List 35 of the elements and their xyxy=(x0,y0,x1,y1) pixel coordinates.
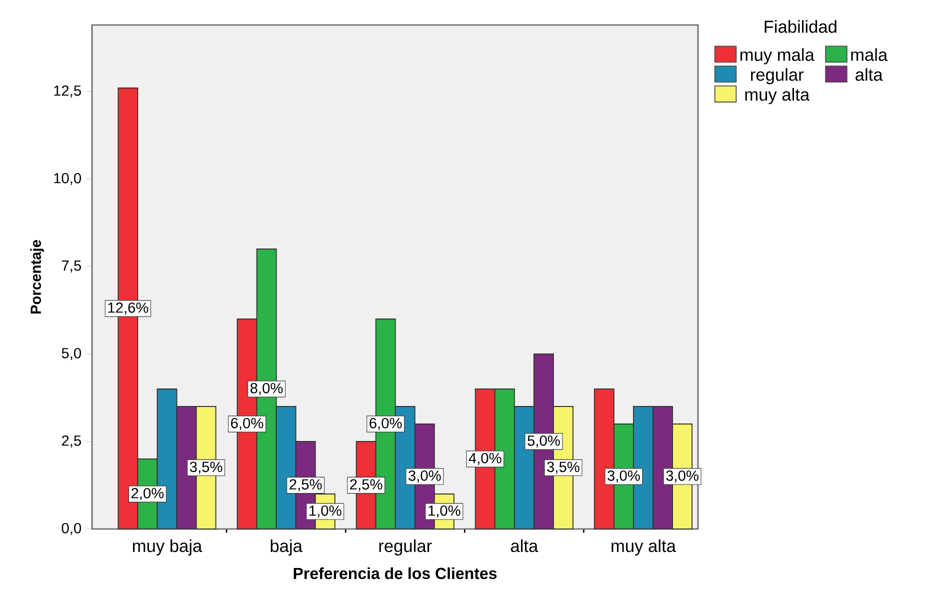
data-label: 5,0% xyxy=(528,435,560,448)
data-label: 8,0% xyxy=(250,382,283,396)
legend-label: mala xyxy=(851,48,888,61)
y-tick-label: 2,5 xyxy=(62,435,81,448)
data-label: 6,0% xyxy=(370,418,402,430)
data-label: 12,6% xyxy=(108,302,148,315)
data-label: 6,0% xyxy=(231,418,264,430)
x-tick-label: regular xyxy=(379,539,432,556)
data-label: 2,5% xyxy=(350,479,382,492)
data-label: 3,0% xyxy=(608,470,640,483)
data-label: 3,0% xyxy=(408,470,441,483)
y-axis-title: Porcentaje xyxy=(30,240,44,314)
x-axis-title: Preferencia de los Clientes xyxy=(294,567,497,580)
data-label: 2,5% xyxy=(290,479,322,492)
x-tick-label: muy baja xyxy=(133,539,202,556)
data-label: 3,5% xyxy=(547,462,580,474)
y-tick-label: 7,5 xyxy=(62,260,81,272)
x-tick-label: baja xyxy=(270,539,302,556)
y-tick-label: 10,0 xyxy=(54,172,82,186)
legend-label: alta xyxy=(856,68,883,81)
data-label: 1,0% xyxy=(428,505,460,518)
y-tick-label: 5,0 xyxy=(62,348,82,360)
data-label: 3,5% xyxy=(190,462,222,474)
legend-label: muy mala xyxy=(740,48,814,64)
legend-title: Fiabilidad xyxy=(764,20,836,33)
data-label: 3,0% xyxy=(666,470,698,483)
x-tick-label: alta xyxy=(510,539,538,552)
y-tick-label: 12,5 xyxy=(54,85,81,98)
data-label: 1,0% xyxy=(310,505,342,518)
legend-label: muy alta xyxy=(745,88,810,104)
data-label: 4,0% xyxy=(468,452,502,466)
y-tick-label: 0,0 xyxy=(62,522,82,536)
legend-label: regular xyxy=(751,68,804,84)
data-label: 2,0% xyxy=(132,488,164,500)
x-tick-label: muy alta xyxy=(612,539,676,556)
